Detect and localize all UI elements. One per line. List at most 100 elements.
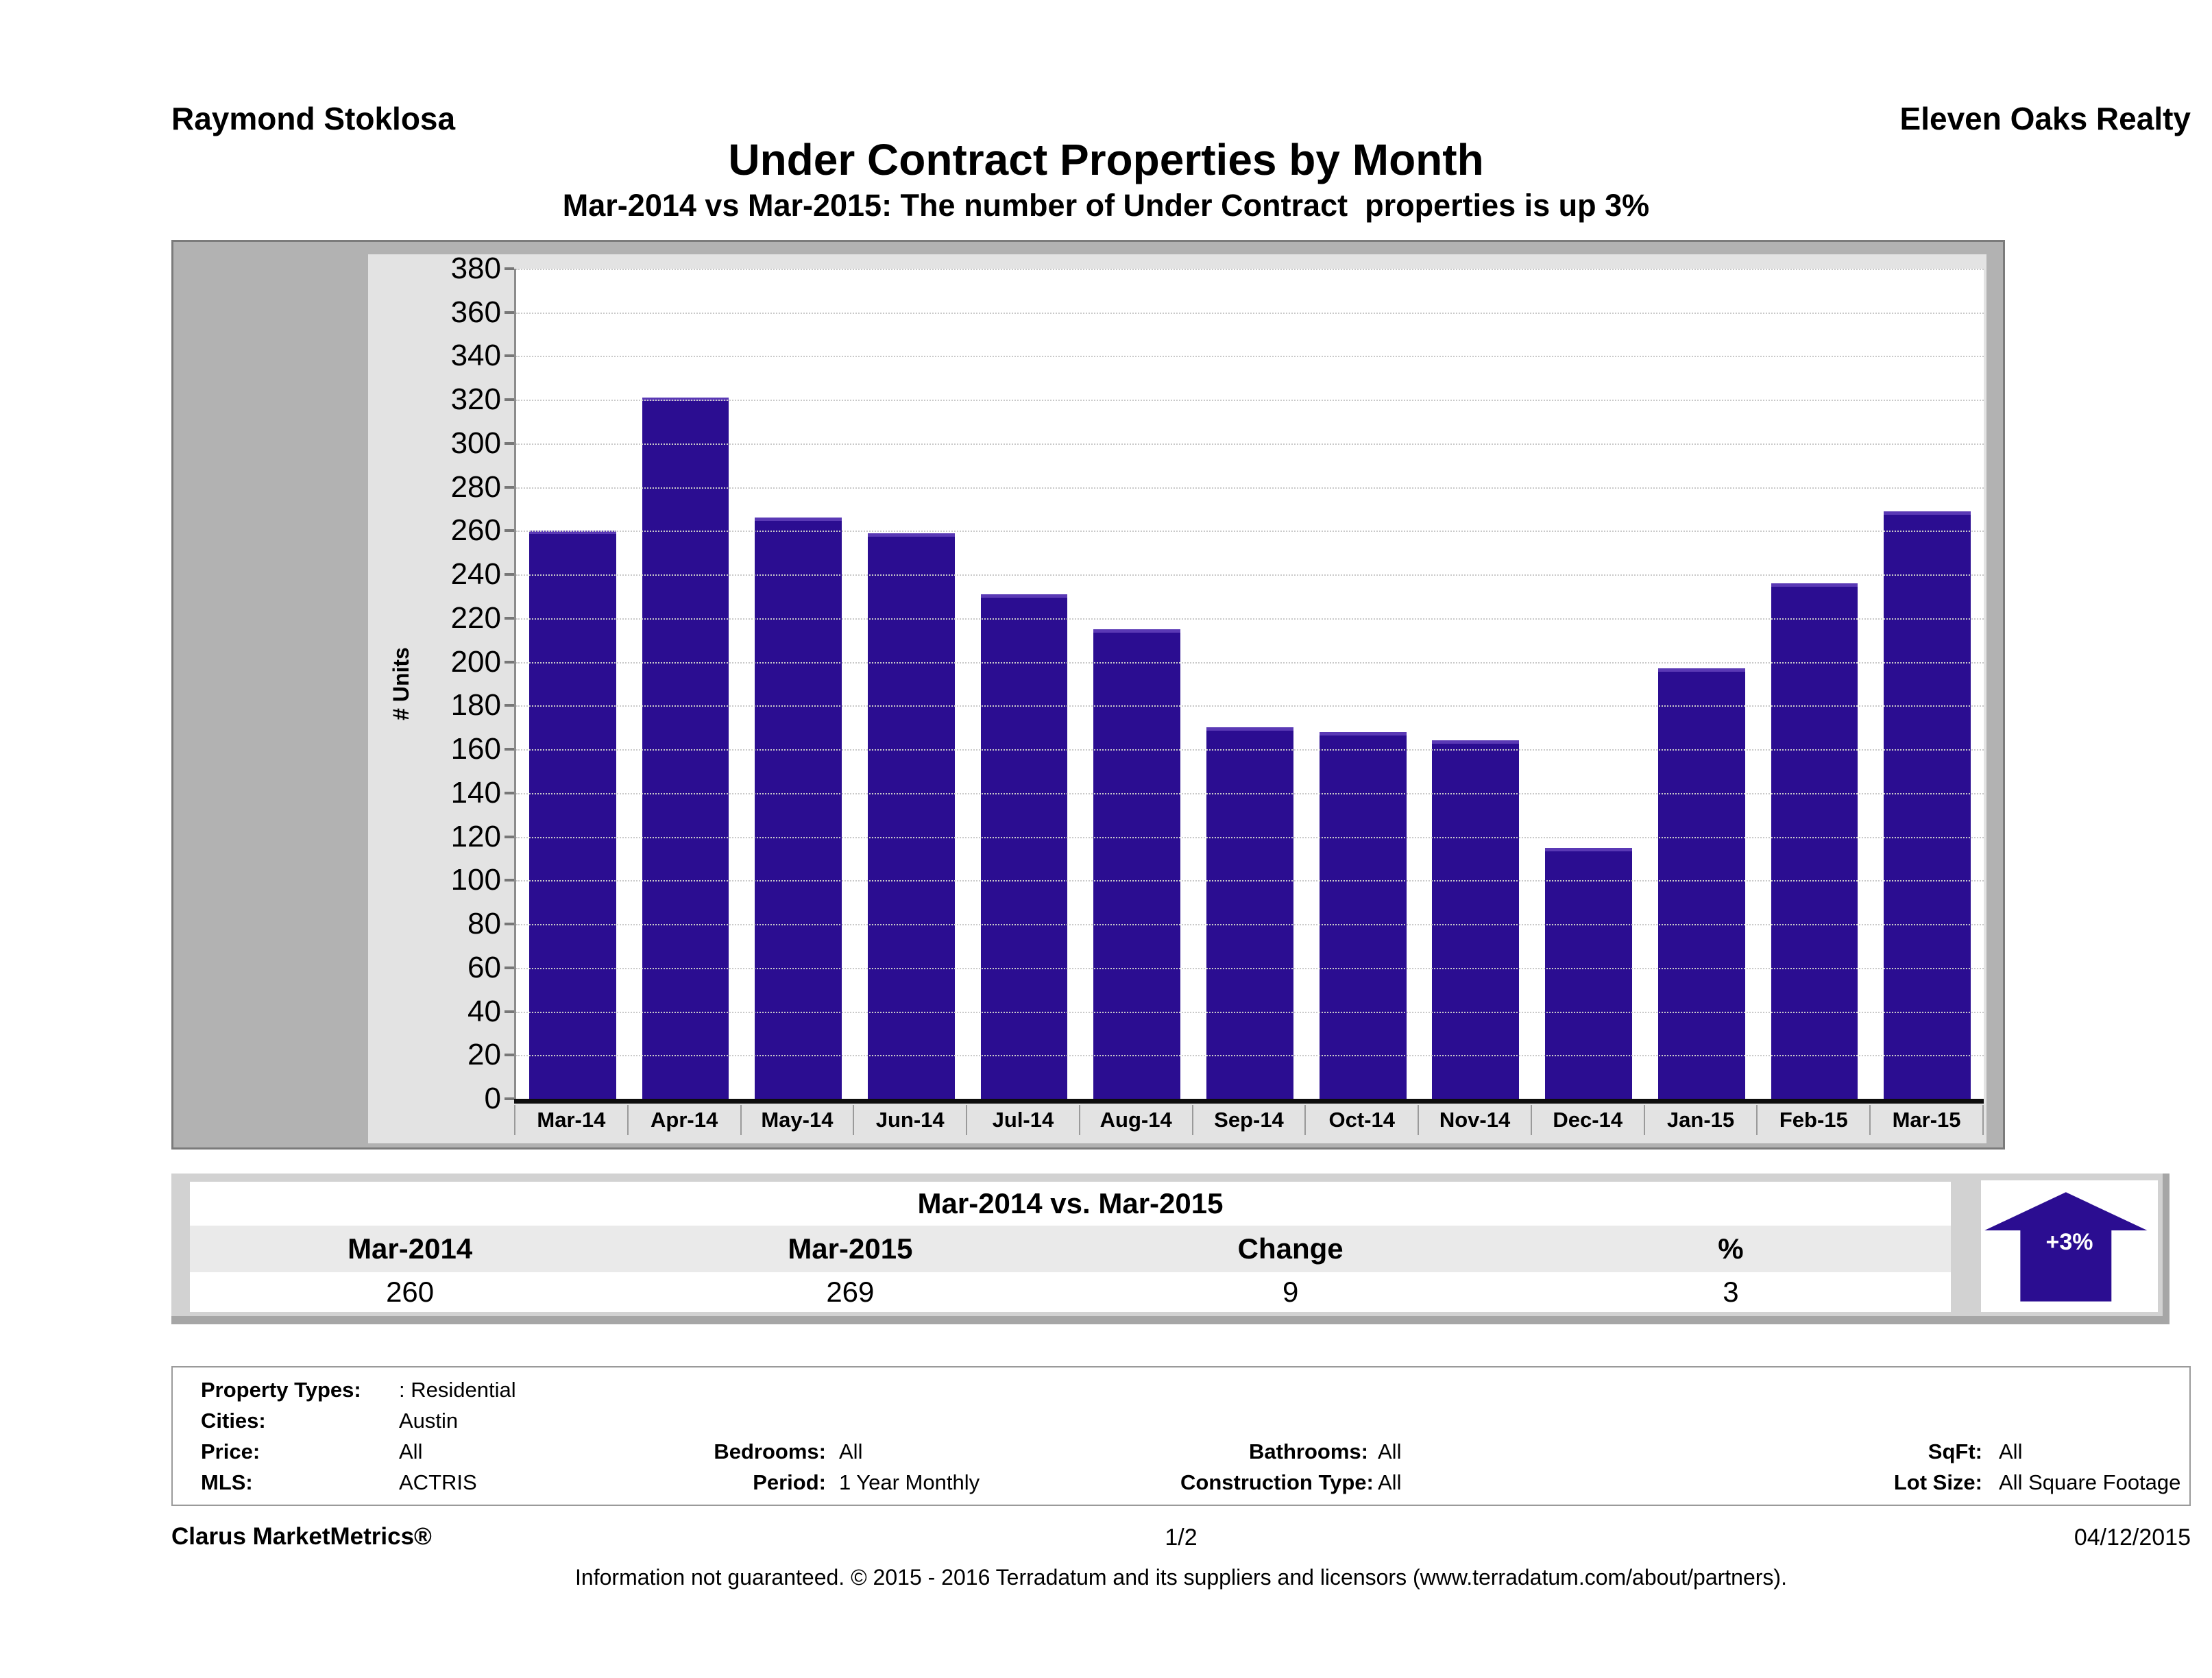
y-tick-20 xyxy=(505,1054,514,1057)
y-tick-60 xyxy=(505,966,514,969)
bar-Mar-15 xyxy=(1884,511,1971,1099)
filter-label-r2-c1: Bedrooms: xyxy=(714,1439,826,1463)
x-tick-label-Nov-14: Nov-14 xyxy=(1418,1105,1531,1135)
filter-label-r0-c0: Property Types: xyxy=(201,1378,361,1402)
bar-slot-Aug-14 xyxy=(1080,269,1193,1099)
bar-slot-Apr-14 xyxy=(629,269,742,1099)
y-tick-label-240: 240 xyxy=(450,557,501,592)
bar-Jan-15 xyxy=(1657,668,1745,1099)
filter-value-r0-c2 xyxy=(1368,1374,1811,1405)
y-tick-label-160: 160 xyxy=(450,732,501,766)
page-title: Under Contract Properties by Month xyxy=(728,135,1484,184)
comparison-value-2: 9 xyxy=(1282,1276,1299,1308)
x-tick-label-Mar-15: Mar-15 xyxy=(1869,1105,1984,1135)
y-axis-title-wrap: # Units xyxy=(368,269,434,1099)
gridline-340 xyxy=(516,356,1984,358)
y-tick-label-320: 320 xyxy=(450,382,501,417)
filter-value-r1-c1 xyxy=(826,1405,1180,1436)
y-tick-40 xyxy=(505,1010,514,1013)
y-tick-label-140: 140 xyxy=(450,775,501,810)
x-tick-label-Jul-14: Jul-14 xyxy=(966,1105,1079,1135)
y-tick-100 xyxy=(505,879,514,882)
gridline-180 xyxy=(516,705,1984,707)
trend-badge-box: +3% xyxy=(1981,1180,2158,1312)
y-tick-label-20: 20 xyxy=(467,1038,501,1072)
y-tick-label-280: 280 xyxy=(450,470,501,504)
x-tick-label-Jan-15: Jan-15 xyxy=(1643,1105,1757,1135)
filter-label-r1-c3 xyxy=(1811,1405,1982,1436)
comparison-table: Mar-2014 vs. Mar-2015 Mar-2014 Mar-2015 Ch… xyxy=(190,1182,1951,1312)
footer-disclaimer: Information not guaranteed. © 2015 - 201… xyxy=(575,1565,1787,1590)
y-tick-label-60: 60 xyxy=(467,950,501,984)
gridline-40 xyxy=(516,1011,1984,1013)
chart-frame: # Units Mar-14 Apr-14 May-14 Jun-14 Jul-14 Au… xyxy=(171,240,2005,1150)
filter-label-r3-c3: Lot Size: xyxy=(1893,1470,1982,1494)
bar-slot-Mar-15 xyxy=(1871,269,1984,1099)
x-tick-label-Apr-14: Apr-14 xyxy=(627,1105,740,1135)
y-tick-200 xyxy=(505,660,514,664)
y-tick-80 xyxy=(505,923,514,926)
y-tick-label-220: 220 xyxy=(450,600,501,635)
filter-label-r2-c3: SqFt: xyxy=(1928,1439,1982,1463)
filter-value-r1-c2 xyxy=(1368,1405,1811,1436)
y-tick-label-0: 0 xyxy=(484,1082,501,1115)
bar-Feb-15 xyxy=(1771,583,1858,1099)
gridline-200 xyxy=(516,661,1984,664)
y-tick-240 xyxy=(505,573,514,576)
filters-box: Property Types: : Residential Cities: Austi… xyxy=(171,1366,2191,1506)
x-tick-label-Jun-14: Jun-14 xyxy=(853,1105,966,1135)
filter-value-r3-c3: All Square Footage xyxy=(1999,1470,2181,1494)
y-tick-320 xyxy=(505,398,514,402)
filter-label-r0-c3 xyxy=(1811,1374,1982,1405)
x-tick-label-Aug-14: Aug-14 xyxy=(1078,1105,1192,1135)
page-subtitle: Mar-2014 vs Mar-2015: The number of Unde… xyxy=(562,188,1650,223)
bar-slot-Jan-15 xyxy=(1645,269,1758,1099)
filter-label-r2-c0: Price: xyxy=(201,1439,260,1463)
bar-Jun-14 xyxy=(868,533,955,1099)
comparison-value-row: 260 269 9 3 xyxy=(190,1272,1951,1312)
x-tick-label-Feb-15: Feb-15 xyxy=(1756,1105,1869,1135)
y-tick-380 xyxy=(505,267,514,270)
filter-value-r3-c0: ACTRIS xyxy=(399,1470,477,1494)
x-tick-label-Oct-14: Oct-14 xyxy=(1304,1105,1418,1135)
bar-Oct-14 xyxy=(1319,731,1407,1099)
comparison-value-0: 260 xyxy=(386,1276,435,1308)
gridline-140 xyxy=(516,792,1984,794)
bar-slot-Sep-14 xyxy=(1193,269,1306,1099)
y-tick-260 xyxy=(505,529,514,533)
filter-label-r1-c0: Cities: xyxy=(201,1409,266,1433)
y-tick-180 xyxy=(505,704,514,707)
x-axis-line xyxy=(514,1099,1984,1104)
filter-value-r0-c0: : Residential xyxy=(399,1378,516,1402)
gridline-380 xyxy=(516,269,1984,270)
filter-value-r1-c3 xyxy=(1982,1405,2189,1436)
filter-value-r2-c3: All xyxy=(1999,1439,2023,1463)
y-tick-160 xyxy=(505,748,514,751)
filter-label-r0-c1 xyxy=(653,1374,826,1405)
gridline-300 xyxy=(516,443,1984,445)
plot-area: Mar-14 Apr-14 May-14 Jun-14 Jul-14 Aug-14 Sep-… xyxy=(451,254,1984,1135)
gridline-360 xyxy=(516,312,1984,314)
filter-label-r2-c2: Bathrooms: xyxy=(1249,1439,1368,1463)
bar-slot-Oct-14 xyxy=(1306,269,1420,1099)
x-tick-label-May-14: May-14 xyxy=(740,1105,853,1135)
gridline-320 xyxy=(516,400,1984,402)
brokerage-name: Eleven Oaks Realty xyxy=(1899,101,2191,136)
bar-Dec-14 xyxy=(1545,847,1632,1099)
gridline-100 xyxy=(516,880,1984,882)
comparison-col-header-0: Mar-2014 xyxy=(348,1232,473,1265)
comparison-header-row: Mar-2014 Mar-2015 Change% xyxy=(190,1226,1951,1272)
y-tick-140 xyxy=(505,791,514,794)
x-tick-label-Mar-14: Mar-14 xyxy=(514,1105,627,1135)
y-tick-label-40: 40 xyxy=(467,994,501,1028)
bar-slot-Jun-14 xyxy=(855,269,968,1099)
filter-label-r0-c2 xyxy=(1180,1374,1368,1405)
comparison-value-1: 269 xyxy=(826,1276,875,1308)
filter-label-r1-c1 xyxy=(653,1405,826,1436)
x-tick-label-Sep-14: Sep-14 xyxy=(1191,1105,1305,1135)
y-tick-label-80: 80 xyxy=(467,907,501,941)
y-tick-label-340: 340 xyxy=(450,339,501,373)
bar-slot-Nov-14 xyxy=(1420,269,1533,1099)
filter-value-r1-c0: Austin xyxy=(399,1409,459,1433)
trend-badge-label: +3% xyxy=(2045,1229,2093,1256)
